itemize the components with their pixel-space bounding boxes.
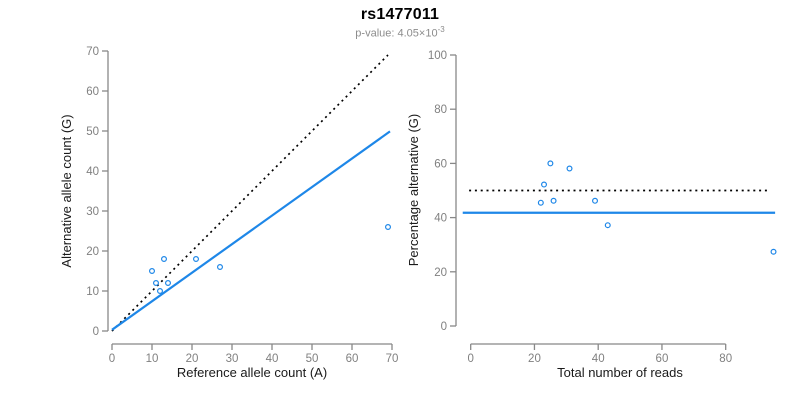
allele-counts-scatter: 0 10 20 30 40 50 60 70 0 10 20 30 40 50 60 70 Reference … (59, 46, 398, 380)
data-point (153, 280, 160, 287)
data-point (604, 222, 611, 229)
pvalue-text: p-value: 4.05×10 (355, 27, 438, 40)
data-point (592, 197, 599, 204)
y-tick-label: 20 (86, 246, 99, 258)
pvalue-subtitle: p-value: 4.05×10-3 (0, 25, 800, 40)
y-tick-label: 50 (86, 126, 99, 138)
data-point (537, 199, 544, 206)
y-tick-label: 60 (434, 158, 447, 170)
data-point (149, 268, 156, 275)
identity-line (111, 54, 389, 332)
data-point (547, 160, 554, 167)
data-point (541, 181, 548, 188)
y-axis-title: Percentage alternative (G) (406, 114, 421, 266)
y-tick-label: 80 (434, 104, 447, 116)
x-axis-title: Reference allele count (A) (177, 365, 327, 380)
x-tick-label: 40 (592, 353, 605, 365)
data-point (193, 256, 200, 263)
x-tick-label: 50 (306, 353, 319, 365)
plot-title: rs1477011 (360, 6, 440, 23)
pvalue-exponent: -3 (437, 25, 445, 34)
y-tick-label: 40 (86, 166, 99, 178)
x-tick-label: 60 (656, 353, 669, 365)
data-point (550, 197, 557, 204)
y-axis-title: Alternative allele count (G) (59, 114, 74, 267)
data-point (157, 288, 164, 295)
y-tick-label: 0 (93, 326, 99, 338)
x-tick-label: 40 (266, 353, 279, 365)
y-tick-label: 30 (86, 206, 99, 218)
data-point (770, 248, 777, 255)
x-tick-label: 60 (346, 353, 359, 365)
y-tick-label: 0 (441, 321, 447, 333)
x-tick-label: 20 (186, 353, 199, 365)
y-tick-label: 20 (434, 267, 447, 279)
x-tick-label: 80 (719, 353, 732, 365)
data-point (165, 280, 172, 287)
x-tick-label: 0 (109, 353, 115, 365)
fit-line (111, 130, 391, 331)
x-tick-label: 30 (226, 353, 239, 365)
x-axis-title: Total number of reads (557, 365, 683, 380)
x-tick-label: 10 (146, 353, 159, 365)
y-tick-label: 100 (428, 50, 447, 62)
x-tick-label: 70 (386, 353, 399, 365)
y-tick-label: 70 (86, 46, 99, 58)
y-tick-label: 40 (434, 213, 447, 225)
data-point (385, 224, 392, 231)
x-tick-label: 0 (467, 353, 473, 365)
x-tick-label: 20 (528, 353, 541, 365)
data-point (161, 256, 168, 263)
data-point (217, 264, 224, 271)
percentage-scatter: 0 20 40 60 80 100 0 20 40 60 80 Total number of rea… (406, 50, 777, 380)
y-tick-label: 10 (86, 286, 99, 298)
y-tick-label: 60 (86, 86, 99, 98)
data-point (566, 165, 573, 172)
